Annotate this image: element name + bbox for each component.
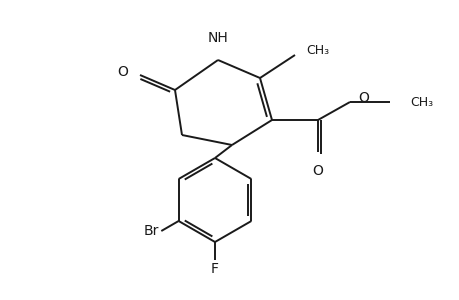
Text: CH₃: CH₃	[409, 95, 432, 109]
Text: O: O	[357, 91, 368, 105]
Text: Br: Br	[144, 224, 159, 238]
Text: O: O	[117, 65, 128, 79]
Text: F: F	[211, 262, 218, 276]
Text: CH₃: CH₃	[305, 44, 328, 56]
Text: NH: NH	[207, 31, 228, 45]
Text: O: O	[312, 164, 323, 178]
